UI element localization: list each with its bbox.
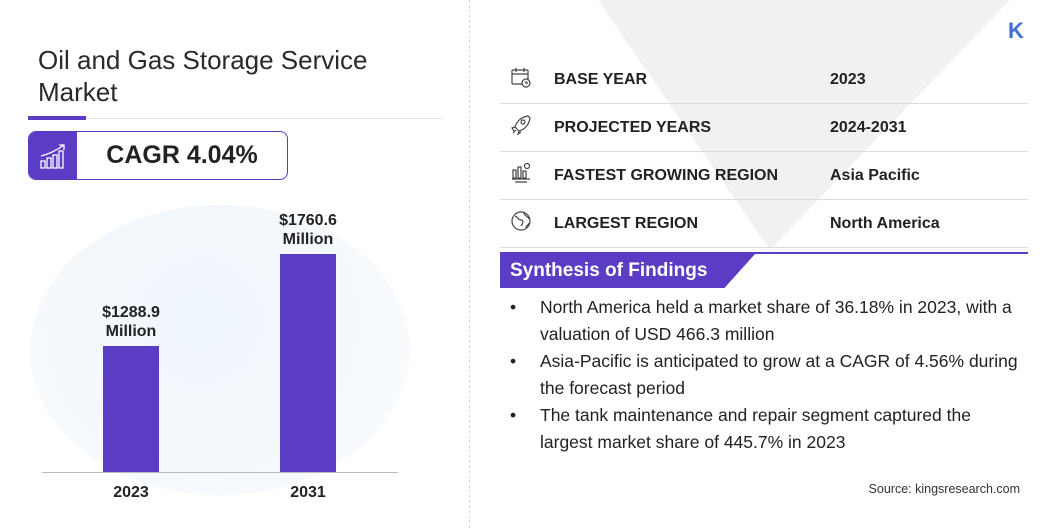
info-label: FASTEST GROWING REGION (554, 166, 779, 184)
findings-list: North America held a market share of 36.… (508, 294, 1028, 456)
x-tick-label: 2031 (290, 484, 326, 501)
cagr-value: CAGR 4.04% (106, 141, 258, 169)
finding-item: Asia-Pacific is anticipated to grow at a… (508, 348, 1028, 402)
finding-item: North America held a market share of 36.… (508, 294, 1028, 348)
info-value: 2023 (830, 70, 866, 88)
x-axis (42, 472, 398, 473)
growth-region-icon (500, 162, 554, 189)
kings-research-logo: K (1008, 18, 1024, 43)
cagr-badge: CAGR 4.04% (28, 131, 288, 180)
info-label: LARGEST REGION (554, 214, 699, 232)
info-row: FASTEST GROWING REGION Asia Pacific (500, 152, 1028, 200)
data-label-value: $1288.9 (102, 304, 160, 322)
growth-chart-icon (29, 132, 77, 179)
divider (469, 0, 470, 528)
data-label-unit: Million (105, 323, 157, 341)
data-label-value: $1760.6 (279, 212, 337, 230)
info-value: North America (830, 214, 940, 232)
title-rule (28, 118, 442, 119)
globe-icon (500, 210, 554, 237)
title-rule-accent (28, 116, 86, 120)
data-label: $1288.9 Million (71, 303, 191, 341)
info-label: BASE YEAR (554, 70, 648, 88)
info-row: PROJECTED YEARS 2024-2031 (500, 104, 1028, 152)
synthesis-rule (500, 252, 1028, 254)
bar-2031 (280, 254, 336, 472)
rocket-icon (500, 114, 554, 141)
info-row: LARGEST REGION North America (500, 200, 1028, 248)
calendar-clock-icon (500, 66, 554, 93)
info-value: 2024-2031 (830, 118, 907, 136)
data-label-unit: Million (282, 231, 334, 249)
finding-item: The tank maintenance and repair segment … (508, 402, 1028, 456)
data-label: $1760.6 Million (248, 211, 368, 249)
page-title: Oil and Gas Storage Service Market (38, 45, 368, 107)
info-label: PROJECTED YEARS (554, 118, 712, 136)
synthesis-heading: Synthesis of Findings (500, 254, 755, 288)
bar-2023 (103, 346, 159, 472)
info-value: Asia Pacific (830, 166, 920, 184)
x-tick-label: 2023 (113, 484, 149, 501)
source-note: Source: kingsresearch.com (868, 482, 1020, 496)
globe-background (30, 205, 410, 495)
info-row: BASE YEAR 2023 (500, 56, 1028, 104)
